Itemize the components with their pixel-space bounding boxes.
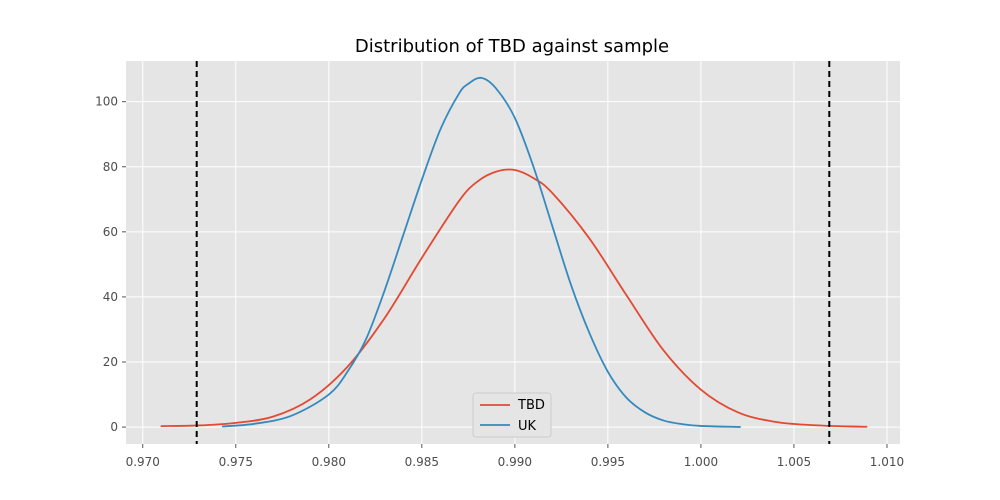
x-tick-label: 0.990 bbox=[498, 455, 532, 469]
y-tick-label: 100 bbox=[95, 95, 118, 109]
grid bbox=[126, 61, 900, 444]
series-line-tbd bbox=[160, 168, 868, 428]
series-layer bbox=[160, 76, 868, 428]
chart-title: Distribution of TBD against sample bbox=[355, 36, 669, 57]
y-tick-label: 80 bbox=[103, 160, 118, 174]
x-tick-label: 1.010 bbox=[870, 455, 904, 469]
x-tick-label: 0.995 bbox=[591, 455, 625, 469]
x-axis: 0.970 0.975 0.980 0.985 0.990 0.995 1.000 1.005… bbox=[126, 444, 904, 469]
legend: TBD UK bbox=[472, 392, 552, 438]
legend-label-tbd: TBD bbox=[517, 398, 545, 413]
series-line-uk bbox=[221, 76, 741, 428]
y-tick-label: 40 bbox=[103, 290, 118, 304]
x-tick-label: 0.980 bbox=[312, 455, 346, 469]
x-tick-label: 0.970 bbox=[126, 455, 160, 469]
x-tick-label: 0.975 bbox=[219, 455, 253, 469]
y-tick-label: 20 bbox=[103, 355, 118, 369]
x-tick-label: 1.005 bbox=[777, 455, 811, 469]
legend-box bbox=[472, 392, 552, 438]
y-tick-label: 0 bbox=[110, 420, 118, 434]
y-axis: 0 20 40 60 80 100 bbox=[95, 95, 126, 434]
legend-label-uk: UK bbox=[518, 419, 537, 434]
x-tick-label: 1.000 bbox=[684, 455, 718, 469]
x-tick-label: 0.985 bbox=[405, 455, 439, 469]
plot-area bbox=[126, 61, 900, 444]
vlines-layer bbox=[195, 61, 831, 444]
y-tick-label: 60 bbox=[103, 225, 118, 239]
